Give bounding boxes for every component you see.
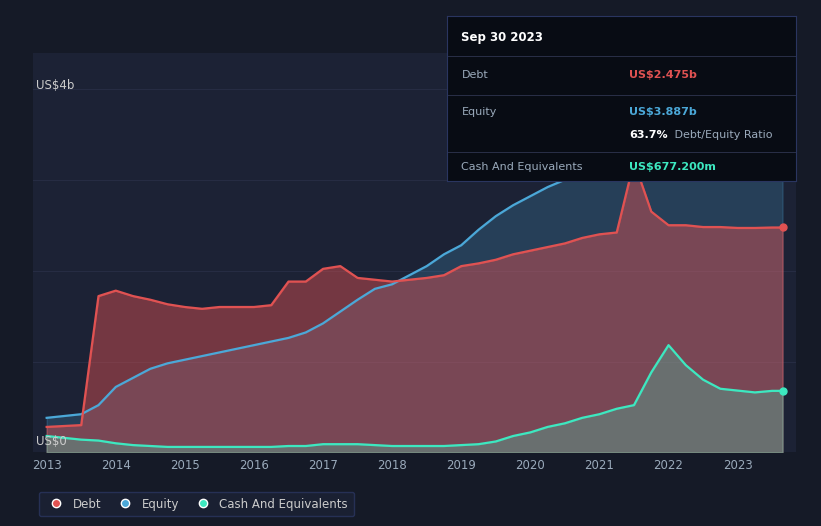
Text: US$677.200m: US$677.200m bbox=[629, 161, 716, 171]
Text: US$2.475b: US$2.475b bbox=[629, 70, 697, 80]
Text: Debt/Equity Ratio: Debt/Equity Ratio bbox=[671, 130, 773, 140]
Text: Sep 30 2023: Sep 30 2023 bbox=[461, 31, 544, 44]
Text: Cash And Equivalents: Cash And Equivalents bbox=[461, 161, 583, 171]
Text: US$4b: US$4b bbox=[35, 79, 74, 92]
Text: US$0: US$0 bbox=[35, 435, 67, 448]
Text: US$3.887b: US$3.887b bbox=[629, 107, 697, 117]
Text: Equity: Equity bbox=[461, 107, 497, 117]
Text: 63.7%: 63.7% bbox=[629, 130, 667, 140]
Text: Debt: Debt bbox=[461, 70, 488, 80]
Legend: Debt, Equity, Cash And Equivalents: Debt, Equity, Cash And Equivalents bbox=[39, 492, 354, 517]
